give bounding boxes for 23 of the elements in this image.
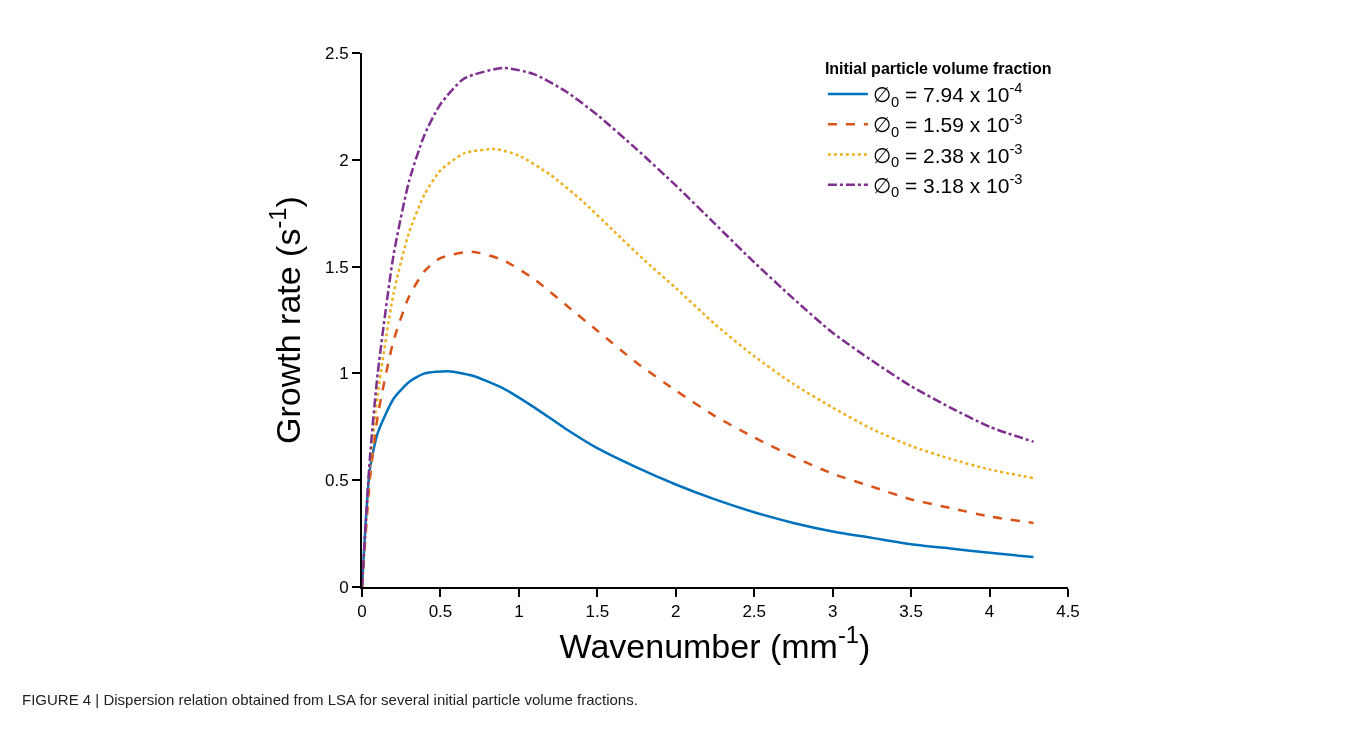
legend-label: ∅$_{0}$ = 1.59 x 10$^{-3}$ xyxy=(872,110,1023,140)
y-tick-label: 2 xyxy=(339,150,349,170)
x-axis-title: Wavenumber (mm$^{-1}$) xyxy=(559,621,871,665)
y-tick-label: 0.5 xyxy=(324,471,349,491)
x-tick-label: 2 xyxy=(671,602,681,622)
x-tick-label: 3 xyxy=(827,602,838,622)
x-tick-label: 1 xyxy=(514,602,524,622)
legend-label: ∅$_{0}$ = 2.38 x 10$^{-3}$ xyxy=(872,140,1023,171)
x-tick-label: 3.5 xyxy=(899,602,923,622)
y-tick-label: 0 xyxy=(339,577,349,597)
y-tick-label: 1 xyxy=(339,364,349,384)
legend-label: ∅$_{0}$ = 3.18 x 10$^{-3}$ xyxy=(872,171,1023,201)
x-tick-label: 1.5 xyxy=(585,602,610,622)
x-tick-label: 0 xyxy=(357,602,367,622)
x-tick-label: 4.5 xyxy=(1056,602,1080,622)
x-tick-label: 2.5 xyxy=(742,602,767,622)
x-tick-label: 0.5 xyxy=(428,602,453,622)
x-tick-label: 4 xyxy=(984,602,995,622)
legend-title: Initial particle volume fraction xyxy=(824,59,1052,77)
legend-label: ∅$_{0}$ = 7.94 x 10$^{-4}$ xyxy=(872,80,1023,110)
y-tick-label: 2.5 xyxy=(324,43,349,63)
caption: FIGURE 4 | Dispersion relation obtained from LSA for several initial particle volume fractions. xyxy=(22,691,638,708)
y-tick-label: 1.5 xyxy=(324,257,349,277)
